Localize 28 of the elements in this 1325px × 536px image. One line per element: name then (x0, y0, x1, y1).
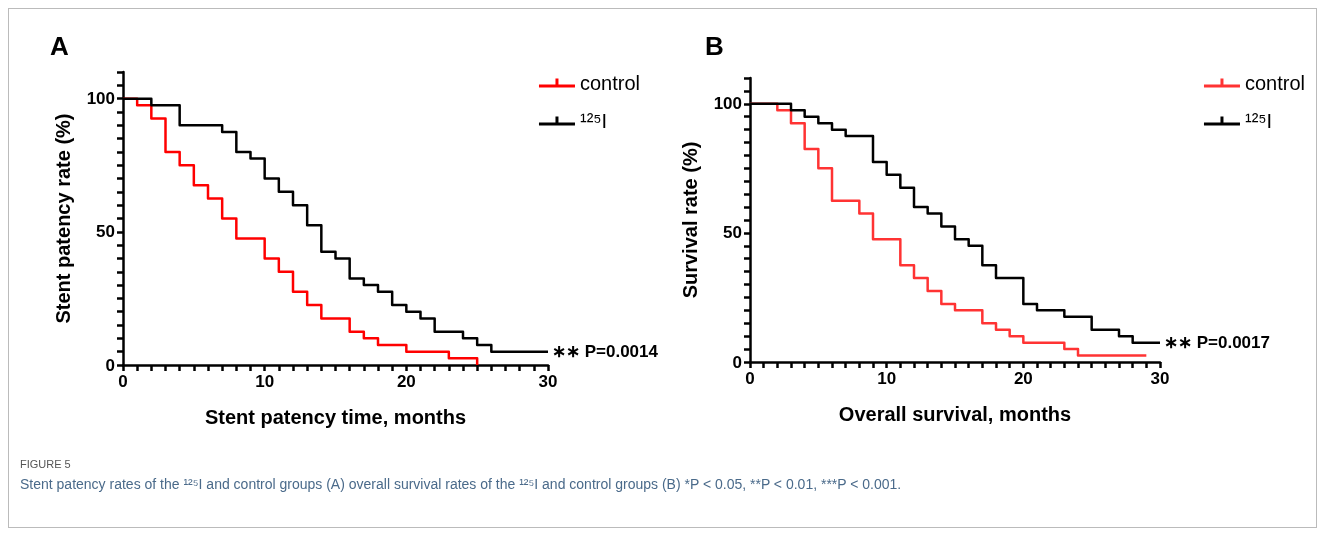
y-tick-label: 50 (96, 222, 115, 242)
annotation: ∗∗ P=0.0014 (552, 342, 659, 362)
y-tick-label: 0 (105, 355, 115, 375)
y-tick-label: 0 (732, 352, 742, 372)
legend-label: ¹²⁵I (1244, 110, 1273, 132)
legend-label: control (1244, 72, 1305, 94)
x-tick-label: 0 (745, 369, 755, 388)
x-tick-label: 30 (1150, 369, 1170, 388)
chart-title: A (50, 31, 69, 61)
y-tick-label: 50 (723, 223, 742, 243)
x-tick-label: 20 (1013, 369, 1033, 388)
y-axis-title: Survival rate (%) (679, 141, 701, 299)
x-tick-label: 10 (255, 372, 275, 391)
y-tick-label: 100 (86, 89, 115, 109)
text: Stent patency rates of the ¹²⁵I and control groups (A) overall survival rates of the ¹²⁵I and control groups (B) *P < 0.05, **P < 0.01, ***P < 0.001. (20, 476, 903, 492)
x-axis-title: Stent patency time, months (204, 406, 467, 428)
x-tick-label: 10 (877, 369, 897, 388)
x-axis-title: Overall survival, months (838, 403, 1072, 425)
chart-title: B (705, 31, 724, 61)
x-tick-label: 20 (396, 372, 416, 391)
legend-label: control (579, 72, 640, 94)
y-axis-title: Stent patency rate (%) (52, 113, 74, 324)
legend-label: ¹²⁵I (579, 110, 608, 132)
caption: FIGURE 5 (20, 458, 72, 470)
x-tick-label: 0 (118, 372, 128, 391)
y-tick-label: 100 (713, 94, 742, 114)
annotation: ∗∗ P=0.0017 (1164, 333, 1270, 353)
x-tick-label: 30 (538, 372, 558, 391)
